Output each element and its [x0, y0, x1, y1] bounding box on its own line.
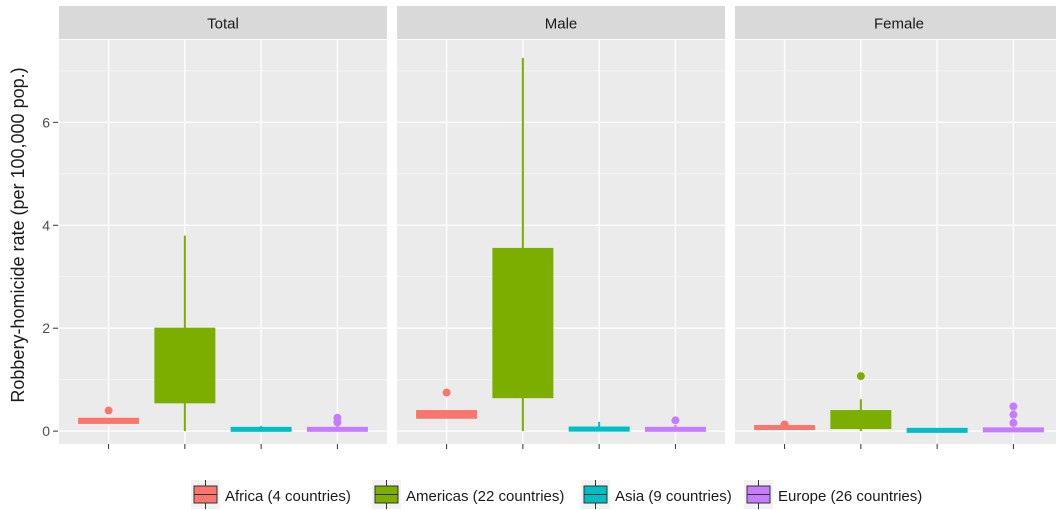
box-europe [644, 416, 706, 432]
box-americas [492, 58, 554, 432]
legend-label: Europe (26 countries) [778, 488, 922, 505]
outlier-point [333, 413, 342, 422]
box-americas [154, 235, 216, 432]
box-africa [754, 420, 816, 431]
legend-label: Asia (9 countries) [615, 488, 732, 505]
outlier-point [780, 420, 789, 429]
box-europe [982, 402, 1044, 433]
outlier-point [1009, 410, 1018, 419]
box-americas [830, 372, 892, 432]
facet-panel-female: Female [735, 6, 1056, 449]
legend: Africa (4 countries) Americas (22 countri… [191, 480, 922, 509]
box-asia [906, 427, 968, 433]
legend-item-europe: Europe (26 countries) [744, 480, 922, 509]
y-axis-title: Robbery-homicide rate (per 100,000 pop.) [8, 67, 28, 402]
outlier-point [1009, 402, 1018, 411]
y-tick-label: 4 [42, 217, 50, 233]
facet-strip [59, 6, 387, 39]
box-africa [78, 406, 140, 424]
box-body [830, 410, 892, 430]
outlier-point [856, 372, 865, 381]
legend-item-americas: Americas (22 countries) [372, 480, 564, 509]
facet-panel-male: Male [397, 6, 725, 449]
box-asia [230, 425, 292, 432]
box-body [492, 247, 554, 399]
facet-strip [735, 6, 1056, 39]
panel-background [59, 40, 387, 444]
outlier-point [442, 388, 451, 397]
panel-background [397, 40, 725, 444]
facet-panels: Total Male Female [59, 6, 1056, 449]
facet-strip-label: Total [207, 16, 239, 33]
box-asia [568, 421, 630, 432]
y-tick-label: 6 [42, 114, 50, 130]
legend-label: Africa (4 countries) [225, 488, 351, 505]
y-tick-label: 0 [42, 423, 50, 439]
legend-item-africa: Africa (4 countries) [191, 480, 351, 509]
outlier-point [671, 416, 680, 425]
facet-strip [397, 6, 725, 39]
legend-label: Americas (22 countries) [406, 488, 564, 505]
outlier-point [104, 406, 113, 415]
box-africa [416, 388, 478, 419]
y-axis-title-group: Robbery-homicide rate (per 100,000 pop.) [8, 67, 28, 402]
y-tick-label: 2 [42, 320, 50, 336]
facet-panel-total: Total [59, 6, 387, 449]
box-europe [306, 413, 368, 432]
panel-background [735, 40, 1056, 444]
legend-item-asia: Asia (9 countries) [581, 480, 732, 509]
facet-strip-label: Male [545, 16, 578, 33]
outlier-point [1009, 418, 1018, 427]
box-body [154, 327, 216, 404]
facet-strip-label: Female [874, 16, 924, 33]
